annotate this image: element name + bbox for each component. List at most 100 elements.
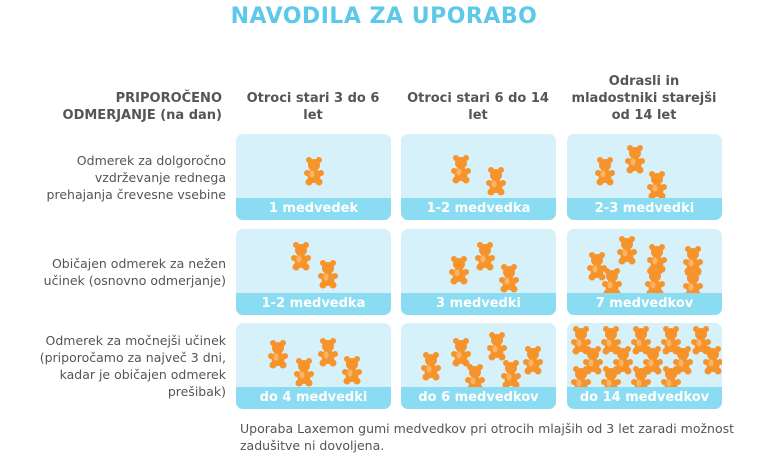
bear-part (294, 371, 300, 377)
bear-part (318, 170, 324, 176)
bear-part (463, 269, 469, 275)
bear-part (649, 270, 661, 282)
bear-part (460, 277, 468, 285)
bear-part (452, 359, 460, 367)
bear-icon (421, 352, 441, 381)
bear-part (575, 328, 587, 340)
bear-part (687, 359, 693, 365)
bear-part (479, 377, 485, 383)
bear-part (475, 255, 481, 261)
bear-highlight (636, 379, 642, 387)
bear-part (657, 359, 663, 365)
bear-part (268, 353, 274, 359)
bear-part (601, 379, 607, 385)
bear-part (617, 249, 623, 255)
row-label-text: Običajen odmerek za nežen učinek (osnovn… (43, 256, 226, 288)
bear-icon (643, 346, 663, 375)
bear-part (645, 379, 651, 385)
bear-part (353, 377, 361, 385)
bear-icon (583, 346, 603, 375)
bear-illustration (268, 338, 362, 387)
dose-label: do 4 medvedki (236, 387, 391, 409)
bear-highlight (426, 365, 432, 373)
bear-part (329, 281, 337, 289)
bear-part (691, 339, 697, 345)
bear-part (537, 359, 543, 365)
bear-part (692, 347, 700, 355)
bear-part (616, 281, 622, 287)
bear-part (477, 385, 483, 387)
bear-part (609, 170, 615, 176)
bear-highlight (480, 255, 486, 263)
bear-part (618, 257, 626, 265)
bear-part (503, 266, 515, 278)
bear-part (606, 270, 618, 282)
bear-part (605, 368, 617, 380)
bear-highlight (606, 379, 612, 387)
bear-icon (617, 236, 637, 265)
bear-icon (601, 326, 621, 355)
bear-part (606, 178, 614, 186)
title: NAVODILA ZA UPORABO (230, 4, 538, 29)
bear-icon (571, 366, 591, 387)
bear-icon (499, 264, 519, 293)
bear-illustration (587, 236, 703, 293)
bear-part (432, 373, 440, 381)
bear-part (524, 367, 532, 375)
bear-illustration (421, 332, 543, 387)
bear-part (319, 359, 327, 367)
bear-part (587, 348, 599, 360)
bear-part (662, 347, 670, 355)
bear-part (665, 368, 677, 380)
bear-icon (631, 326, 651, 355)
bear-part (684, 367, 692, 375)
bear-part (499, 277, 505, 283)
bear-part (613, 289, 621, 293)
bear-part (677, 348, 689, 360)
bear-part (462, 359, 470, 367)
bear-icon (683, 246, 703, 275)
bear-highlight (456, 351, 462, 359)
bear-part (646, 289, 654, 293)
bear-part (661, 184, 667, 190)
bear-highlight (273, 353, 279, 361)
bear-part (305, 379, 313, 387)
bear-highlight (456, 168, 462, 176)
bear-part (695, 328, 707, 340)
bear-part (629, 147, 641, 159)
column-header: Otroci stari 3 do 6 let (238, 64, 388, 124)
dose-cell: 2-3 medvedki (567, 134, 722, 220)
bear-part (462, 176, 470, 184)
bear-part (625, 158, 631, 164)
bear-part (425, 354, 437, 366)
bear-part (505, 362, 517, 374)
dose-label: 2-3 medvedki (567, 198, 722, 220)
dose-cell: 3 medvedki (401, 229, 556, 315)
bear-part (707, 348, 719, 360)
bear-part (697, 259, 703, 265)
bear-part (308, 159, 320, 171)
bear-part (647, 184, 653, 190)
bear-part (332, 273, 338, 279)
bear-part (298, 360, 310, 372)
bear-highlight (576, 339, 582, 347)
bear-part (615, 339, 621, 345)
bear-icon (661, 366, 681, 387)
bear-part (476, 263, 484, 271)
dose-label: do 6 medvedkov (401, 387, 556, 409)
bear-part (291, 255, 297, 261)
bear-icon (465, 364, 485, 387)
bear-highlight (622, 249, 628, 257)
bear-part (635, 368, 647, 380)
bear-icon (268, 340, 288, 369)
bear-part (626, 166, 634, 174)
bear-part (654, 367, 662, 375)
bear-highlight (648, 359, 654, 367)
bear-part (329, 359, 337, 367)
bear-part (487, 188, 495, 196)
bear-icon (451, 338, 471, 367)
row-label-text: Odmerek za dolgoročno vzdrževanje redneg… (46, 152, 226, 202)
bear-part (421, 365, 427, 371)
bear-icon (645, 268, 665, 293)
bear-icon (291, 242, 311, 271)
